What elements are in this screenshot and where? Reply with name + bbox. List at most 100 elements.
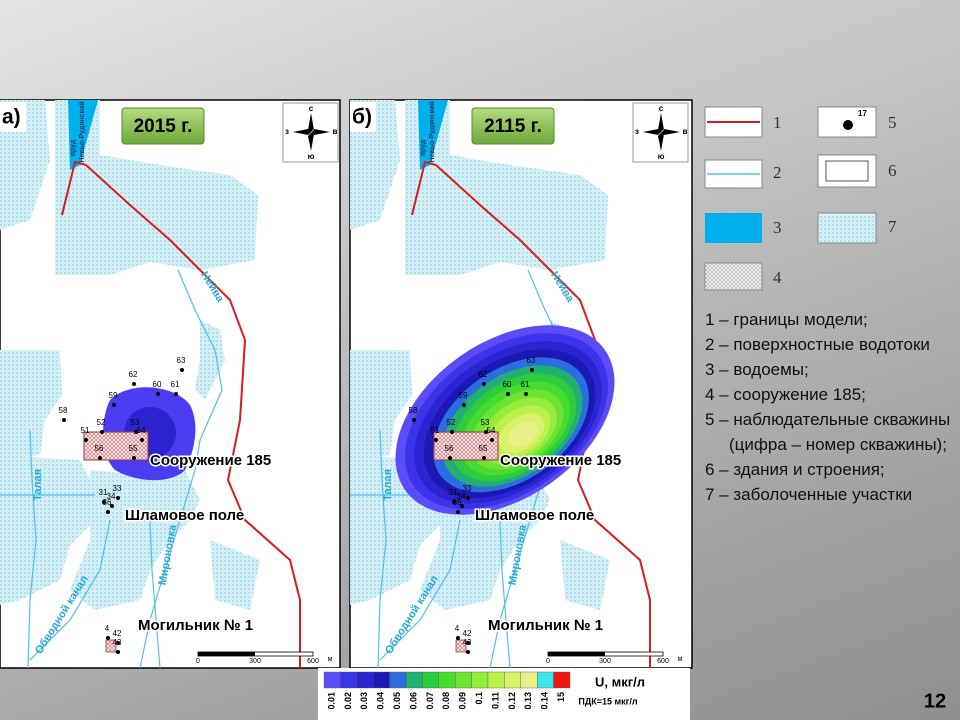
compass-letter: с	[659, 104, 664, 113]
well-label: 60	[503, 380, 512, 389]
well	[450, 430, 454, 434]
well-label: 53	[481, 418, 490, 427]
color-scale-label: 0.05	[392, 692, 402, 710]
legend-well	[843, 120, 853, 130]
color-swatch	[504, 671, 521, 689]
legend-number: 4	[773, 268, 782, 287]
building	[105, 639, 117, 653]
scale-label: 0	[546, 658, 550, 665]
color-swatch	[323, 671, 341, 689]
place-label: Шламовое поле	[125, 507, 244, 524]
well	[98, 456, 102, 460]
pond	[68, 100, 98, 170]
compass-letter: в	[683, 127, 688, 136]
swamp	[350, 100, 400, 230]
compass-letter: з	[635, 127, 639, 136]
color-swatch	[340, 671, 357, 689]
well	[484, 430, 488, 434]
stream	[27, 429, 37, 669]
well	[174, 392, 178, 396]
well	[100, 430, 104, 434]
well	[456, 510, 460, 514]
river-label: Талая	[382, 469, 394, 501]
legend-item: 4 – сооружение 185;	[705, 385, 866, 404]
color-swatch	[422, 671, 439, 689]
well	[110, 504, 114, 508]
legend-number: 7	[888, 217, 897, 236]
stream	[29, 519, 111, 661]
well	[524, 392, 528, 396]
well-label: 56	[445, 444, 454, 453]
well-label: 43	[113, 638, 122, 647]
well-label: 52	[97, 418, 106, 427]
swamp	[70, 470, 200, 610]
well-label: 61	[171, 380, 180, 389]
well	[466, 496, 470, 500]
scale-unit: м	[328, 656, 333, 663]
color-scale-label: 0.06	[408, 692, 418, 710]
well	[106, 510, 110, 514]
legend-building-185	[704, 262, 763, 291]
panel-label-box	[350, 102, 376, 132]
panel-label-box	[0, 102, 26, 132]
legend-number: 5	[888, 113, 897, 132]
building	[455, 639, 467, 653]
well	[466, 650, 470, 654]
river-label: Талая	[32, 469, 44, 501]
panel-label: б)	[352, 106, 372, 129]
swamp	[210, 540, 260, 610]
well	[84, 438, 88, 442]
scale-label: 0	[196, 658, 200, 665]
swamp	[0, 100, 50, 230]
well-label: 36	[453, 498, 462, 507]
well	[448, 456, 452, 460]
swamp	[0, 455, 95, 605]
well-label: 42	[113, 629, 122, 638]
place-label: Сооружение 185	[150, 452, 271, 469]
well	[62, 418, 66, 422]
plume-ring	[508, 421, 538, 448]
legend-number: 3	[773, 218, 782, 237]
well-label: 62	[129, 370, 138, 379]
building	[83, 431, 149, 461]
color-scale-label: 0.13	[523, 692, 533, 710]
well	[456, 636, 460, 640]
compass-letter: ю	[658, 152, 665, 161]
compass	[293, 113, 330, 151]
scale-label: 600	[307, 658, 319, 665]
well	[506, 392, 510, 396]
legend-pond	[705, 213, 762, 243]
color-swatch	[537, 671, 554, 689]
color-scale-title: U, мкг/л	[595, 674, 645, 689]
well	[116, 496, 120, 500]
well	[180, 368, 184, 372]
color-scale-label: 0.07	[425, 692, 435, 710]
well-label: 56	[95, 444, 104, 453]
scale-label: 600	[657, 658, 669, 665]
place-label: Шламовое поле	[475, 507, 594, 524]
year-badge	[121, 107, 205, 145]
legend-number: 1	[773, 113, 782, 132]
well-label: 54	[137, 426, 146, 435]
well-label: 59	[459, 391, 468, 400]
building	[433, 431, 499, 461]
pond-label: Невьо-Рудянский	[428, 101, 436, 162]
scale-unit: м	[678, 656, 683, 663]
well-label: 51	[81, 426, 90, 435]
swamp	[350, 350, 412, 460]
well	[156, 392, 160, 396]
well	[112, 403, 116, 407]
pond-label: пруд	[70, 139, 77, 156]
page-number: 12	[924, 690, 946, 712]
color-swatch	[356, 671, 374, 689]
well-label: 59	[109, 391, 118, 400]
well-label: 63	[177, 356, 186, 365]
legend-item: 1 – границы модели;	[705, 310, 868, 329]
year-badge	[471, 107, 555, 145]
compass-letter: з	[285, 127, 289, 136]
scale-bar-fill	[548, 652, 605, 656]
well-label: 34	[107, 492, 116, 501]
color-scale-label: 15	[556, 692, 566, 702]
